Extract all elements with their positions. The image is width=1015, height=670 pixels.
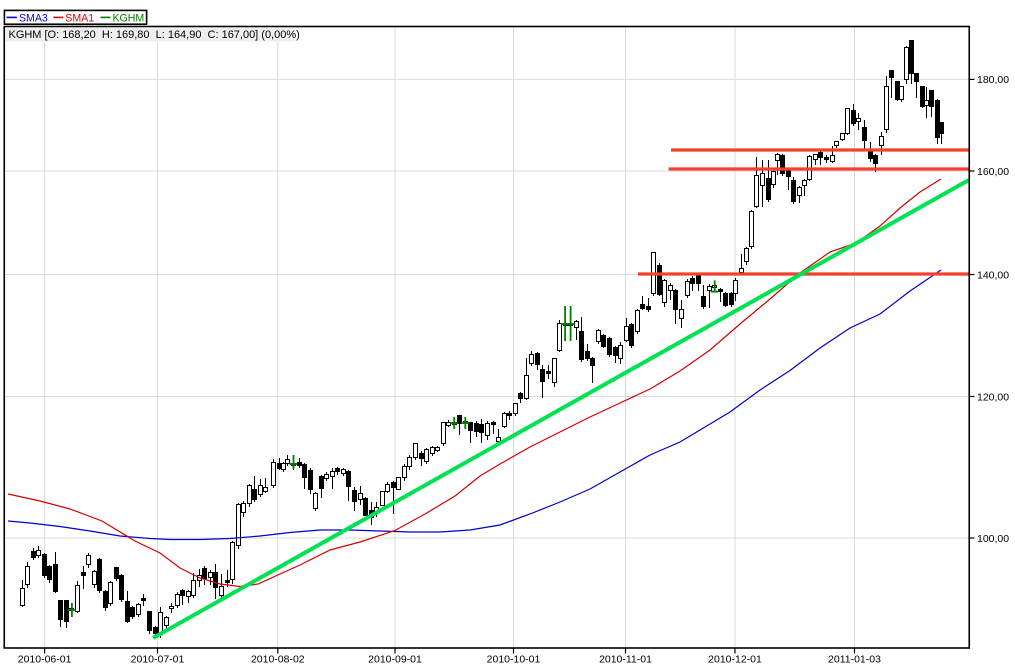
svg-text:2010-10-01: 2010-10-01 <box>487 654 541 665</box>
svg-text:100,00: 100,00 <box>977 534 1009 545</box>
svg-text:140,00: 140,00 <box>977 270 1009 281</box>
svg-text:180,00: 180,00 <box>977 75 1009 86</box>
svg-text:KGHM: KGHM <box>113 12 145 24</box>
svg-text:KGHM [O: 168,20 H: 169,80 L:: KGHM [O: 168,20 H: 169,80 L: 164,90 C: 1… <box>9 29 300 41</box>
svg-text:120,00: 120,00 <box>977 392 1009 403</box>
svg-text:2010-08-02: 2010-08-02 <box>251 654 305 665</box>
svg-text:2010-07-01: 2010-07-01 <box>131 654 185 665</box>
svg-text:2010-09-01: 2010-09-01 <box>368 654 422 665</box>
svg-text:SMA1: SMA1 <box>65 12 94 24</box>
svg-text:2010-11-01: 2010-11-01 <box>599 654 652 665</box>
svg-text:2011-01-03: 2011-01-03 <box>828 654 881 665</box>
svg-text:2010-12-01: 2010-12-01 <box>708 654 762 665</box>
svg-text:SMA3: SMA3 <box>19 12 48 24</box>
svg-text:160,00: 160,00 <box>977 167 1009 178</box>
svg-text:2010-06-01: 2010-06-01 <box>18 654 72 665</box>
